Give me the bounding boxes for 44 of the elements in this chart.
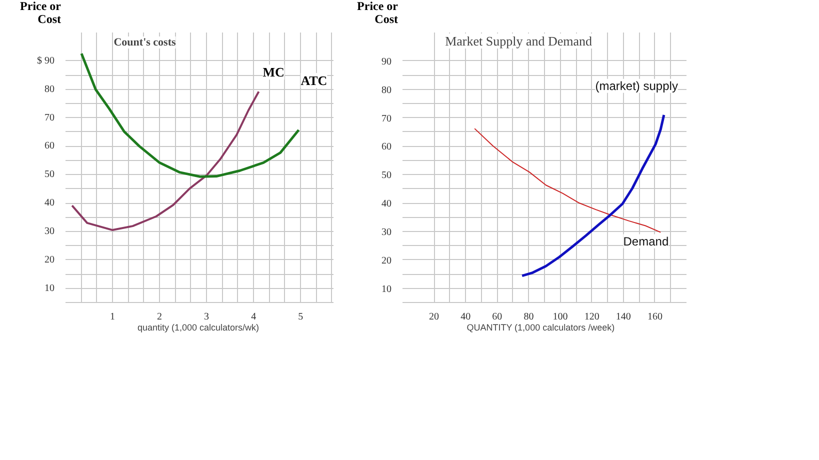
x-axis-title: QUANTITY (1,000 calculators /week) xyxy=(466,322,615,332)
y-tick-label: 20 xyxy=(44,254,54,266)
x-tick-label: 4 xyxy=(251,312,256,322)
y-tick-label: 60 xyxy=(44,140,54,152)
y-tick-label: 70 xyxy=(44,112,54,124)
x-tick-label: 120 xyxy=(584,312,600,322)
x-tick-label: 5 xyxy=(298,312,304,322)
line-series xyxy=(80,52,300,178)
text: ATC xyxy=(300,72,328,88)
x-tick-label: 100 xyxy=(552,312,568,322)
y-tick-label: 80 xyxy=(382,84,392,96)
series-label: MC xyxy=(262,64,284,80)
chart-title: Market Supply and Demand xyxy=(445,34,593,48)
y-tick-label: 10 xyxy=(382,284,392,295)
x-tick-label: 1 xyxy=(110,312,116,322)
text: (market) supply xyxy=(595,78,678,93)
x-axis-title: quantity (1,000 calculators/wk) xyxy=(137,322,260,332)
y-axis-title: Price or Cost xyxy=(20,0,61,26)
y-tick-label: $ 90 xyxy=(37,55,54,66)
y-tick-label: 30 xyxy=(44,226,54,237)
x-tick-label: 60 xyxy=(492,312,502,322)
y-tick-label: 60 xyxy=(382,142,392,153)
y-tick-label: 40 xyxy=(44,198,54,209)
y-axis-title: Price or Cost xyxy=(357,0,398,26)
x-tick-label: 40 xyxy=(460,312,471,322)
x-tick-label: 2 xyxy=(157,312,162,322)
y-tick-label: 20 xyxy=(382,255,392,266)
y-tick-label: 40 xyxy=(382,198,392,210)
x-tick-label: 140 xyxy=(616,312,631,322)
series-label: Demand xyxy=(623,234,669,248)
y-tick-label: 50 xyxy=(44,169,54,180)
y-tick-label: 80 xyxy=(44,84,54,95)
y-tick-label: 90 xyxy=(382,56,392,68)
line-series xyxy=(71,90,260,232)
x-tick-label: 160 xyxy=(647,312,662,322)
y-tick-label: 30 xyxy=(382,226,392,238)
x-tick-label: 80 xyxy=(524,312,534,322)
y-tick-label: 70 xyxy=(382,113,392,124)
chart-title: Count's costs xyxy=(114,36,176,48)
line-series xyxy=(474,128,662,233)
y-tick-label: 50 xyxy=(382,170,392,182)
x-tick-label: 20 xyxy=(429,312,440,322)
x-tick-label: 3 xyxy=(204,312,210,322)
y-tick-label: 10 xyxy=(44,282,54,294)
